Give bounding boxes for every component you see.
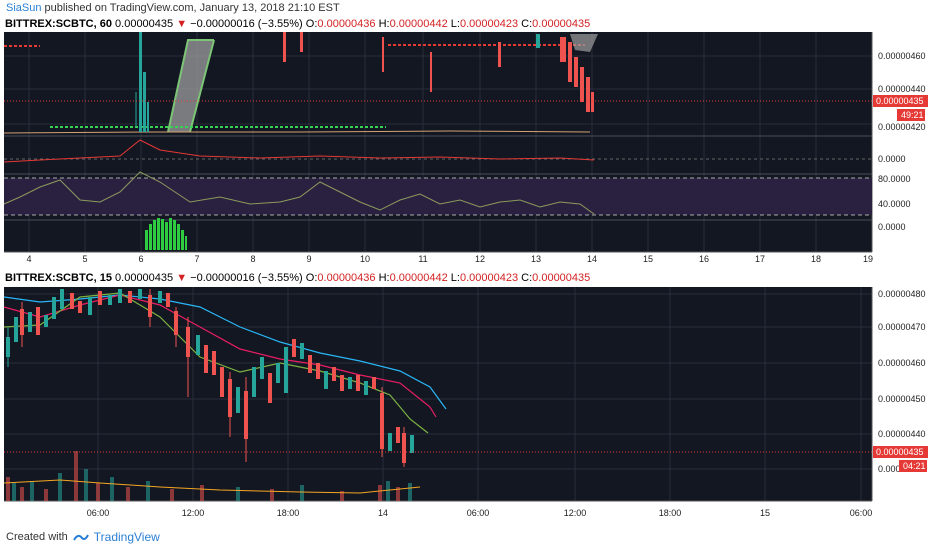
bottom-open-label: O: <box>305 272 318 284</box>
tradingview-link[interactable]: TradingView <box>93 530 160 544</box>
rsi-y-tick-2: 40.0000 <box>878 199 911 209</box>
footer: Created with TradingView <box>6 530 160 544</box>
top-x-tick: 10 <box>360 254 370 264</box>
bottom-close-label: C: <box>521 272 533 284</box>
top-y-tick-2: 0.00000440 <box>878 84 926 94</box>
top-x-tick: 14 <box>587 254 597 264</box>
top-last-price-label: 0.00000435 <box>876 96 924 106</box>
bottom-chart-header: BITTREX:SCBTC, 15 0.00000435 ▼ −0.000000… <box>5 271 590 285</box>
top-x-tick: 16 <box>699 254 709 264</box>
top-x-tick: 17 <box>755 254 765 264</box>
bottom-x-tick: 18:00 <box>659 508 682 518</box>
bottom-symbol[interactable]: BITTREX:SCBTC, 15 <box>5 272 112 284</box>
band-lower <box>189 39 215 133</box>
vol-y-tick: 0.0000 <box>878 222 906 232</box>
top-chart-header: BITTREX:SCBTC, 60 0.00000435 ▼ −0.000000… <box>5 17 590 31</box>
top-x-tick: 5 <box>82 254 87 264</box>
author-link[interactable]: SiaSun <box>6 2 42 14</box>
top-y-tick-3: 0.00000420 <box>878 122 926 132</box>
top-low: 0.00000423 <box>459 18 519 30</box>
top-low-label: L: <box>450 18 460 30</box>
rsi-y-tick-1: 80.0000 <box>878 174 911 184</box>
bottom-y-tick-4: 0.00000450 <box>878 394 926 404</box>
top-x-tick: 7 <box>194 254 199 264</box>
bottom-y-tick-3: 0.00000460 <box>878 358 926 368</box>
top-countdown: 49:21 <box>901 110 924 120</box>
bottom-countdown: 04:21 <box>903 461 926 471</box>
bottom-last: 0.00000435 <box>115 272 174 284</box>
bottom-y-tick-2: 0.00000470 <box>878 322 926 332</box>
bottom-close: 0.00000435 <box>532 272 591 284</box>
bottom-x-tick: 06:00 <box>467 508 490 518</box>
top-x-tick: 9 <box>306 254 311 264</box>
cloud-band <box>168 40 214 132</box>
top-x-tick: 18 <box>811 254 821 264</box>
top-open: 0.00000436 <box>317 18 376 30</box>
bottom-x-tick: 15 <box>760 508 770 518</box>
top-open-label: O: <box>305 18 318 30</box>
bottom-candles <box>6 289 414 467</box>
volume-bars <box>145 218 187 250</box>
bottom-down-arrow-icon: ▼ <box>176 272 188 284</box>
top-high: 0.00000442 <box>389 18 448 30</box>
bottom-chart[interactable]: 0.00000480 0.00000470 0.00000460 0.00000… <box>0 287 932 521</box>
rsi-line <box>3 171 595 215</box>
top-x-tick: 4 <box>26 254 31 264</box>
bottom-last-price-label: 0.00000435 <box>876 447 924 457</box>
rsi-band <box>4 178 872 215</box>
bottom-y-tick-1: 0.00000480 <box>878 289 926 299</box>
bottom-x-tick: 06:00 <box>850 508 873 518</box>
price-candles <box>135 32 598 132</box>
top-x-tick: 8 <box>250 254 255 264</box>
bottom-y-tick-5: 0.00000440 <box>878 429 926 439</box>
bottom-open: 0.00000436 <box>317 272 376 284</box>
bottom-x-tick: 12:00 <box>564 508 587 518</box>
top-x-tick: 13 <box>531 254 541 264</box>
top-x-tick: 19 <box>863 254 873 264</box>
macd-y-tick: 0.0000 <box>878 154 906 164</box>
bottom-low-label: L: <box>450 272 460 284</box>
publish-text: published on TradingView.com, January 13… <box>44 2 340 14</box>
tradingview-logo-icon <box>72 534 89 541</box>
macd-line <box>3 139 595 163</box>
top-x-tick: 15 <box>643 254 653 264</box>
bottom-volume <box>6 451 412 501</box>
bottom-x-tick: 12:00 <box>182 508 205 518</box>
top-symbol[interactable]: BITTREX:SCBTC, 60 <box>5 18 112 30</box>
price-baseline <box>3 130 591 134</box>
ma-fast-line <box>3 292 429 434</box>
top-x-tick: 11 <box>418 254 427 264</box>
bottom-x-tick: 14 <box>378 508 388 518</box>
top-down-arrow-icon: ▼ <box>176 18 188 30</box>
created-with-text: Created with <box>6 531 68 543</box>
band-upper <box>167 39 214 133</box>
bottom-plot-bg <box>4 287 872 501</box>
bottom-x-tick: 06:00 <box>87 508 110 518</box>
bottom-change: −0.00000016 (−3.55%) <box>190 272 303 284</box>
bottom-high-label: H: <box>378 272 390 284</box>
top-x-tick: 6 <box>138 254 143 264</box>
top-change: −0.00000016 (−3.55%) <box>190 18 303 30</box>
volume-ma <box>3 479 421 494</box>
top-last: 0.00000435 <box>115 18 174 30</box>
top-plot-bg <box>4 32 872 252</box>
top-close-label: C: <box>521 18 533 30</box>
top-y-tick-1: 0.00000460 <box>878 51 926 61</box>
top-x-tick: 12 <box>475 254 485 264</box>
bottom-x-tick: 18:00 <box>277 508 300 518</box>
ma-slow-line <box>3 294 447 410</box>
top-high-label: H: <box>378 18 390 30</box>
top-chart[interactable]: 0.00000460 0.00000440 0.00000420 0.0000 … <box>0 32 932 266</box>
top-close: 0.00000435 <box>532 18 591 30</box>
publish-bar: SiaSun published on TradingView.com, Jan… <box>0 0 932 16</box>
bottom-low: 0.00000423 <box>459 272 519 284</box>
bottom-high: 0.00000442 <box>389 272 448 284</box>
